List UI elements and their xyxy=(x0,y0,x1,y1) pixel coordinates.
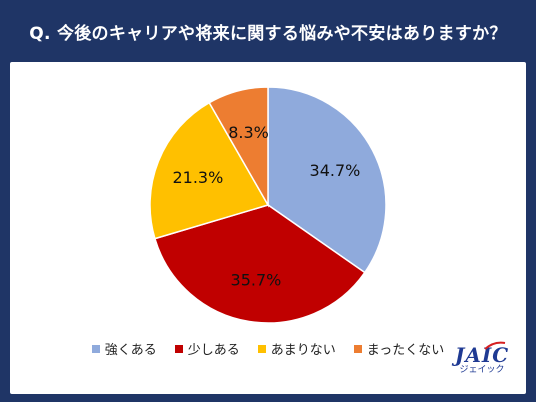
logo-subtext: ジェイック xyxy=(459,365,505,375)
logo-swoosh-icon xyxy=(484,341,506,350)
pie-slice-label: 21.3% xyxy=(172,168,223,187)
chart-panel: 34.7% 35.7% 21.3% 8.3% 強くある 少しある あまりない まったく… xyxy=(10,62,526,394)
pie-slice-label: 34.7% xyxy=(310,161,361,180)
legend-swatch xyxy=(174,344,183,353)
legend: 強くある 少しある あまりない まったくない xyxy=(10,339,526,358)
chart-title: Q. 今後のキャリアや将来に関する悩みや不安はありますか？ xyxy=(29,23,507,44)
legend-item-none: まったくない xyxy=(353,339,445,358)
pie-slice-little xyxy=(149,101,270,240)
pie-chart: 34.7% 35.7% 21.3% 8.3% xyxy=(149,86,387,324)
pie-slice-label: 35.7% xyxy=(231,271,282,290)
legend-label: あまりない xyxy=(270,343,336,358)
legend-item-some: 少しある xyxy=(174,339,240,358)
pie-slice-label: 8.3% xyxy=(228,123,269,142)
legend-swatch xyxy=(257,344,266,353)
legend-label: 強くある xyxy=(104,343,157,358)
legend-item-strong: 強くある xyxy=(91,339,157,358)
jaic-logo: JAIC ジェイック xyxy=(450,341,514,376)
legend-item-little: あまりない xyxy=(257,339,336,358)
legend-label: まったくない xyxy=(366,343,445,358)
pie-slice-strong xyxy=(267,86,387,274)
pie-slice-some xyxy=(153,204,366,324)
pie-slice-none xyxy=(208,86,269,208)
logo-text: JAIC xyxy=(454,343,510,367)
legend-swatch xyxy=(353,344,362,353)
legend-swatch xyxy=(91,344,100,353)
legend-label: 少しある xyxy=(187,343,240,358)
